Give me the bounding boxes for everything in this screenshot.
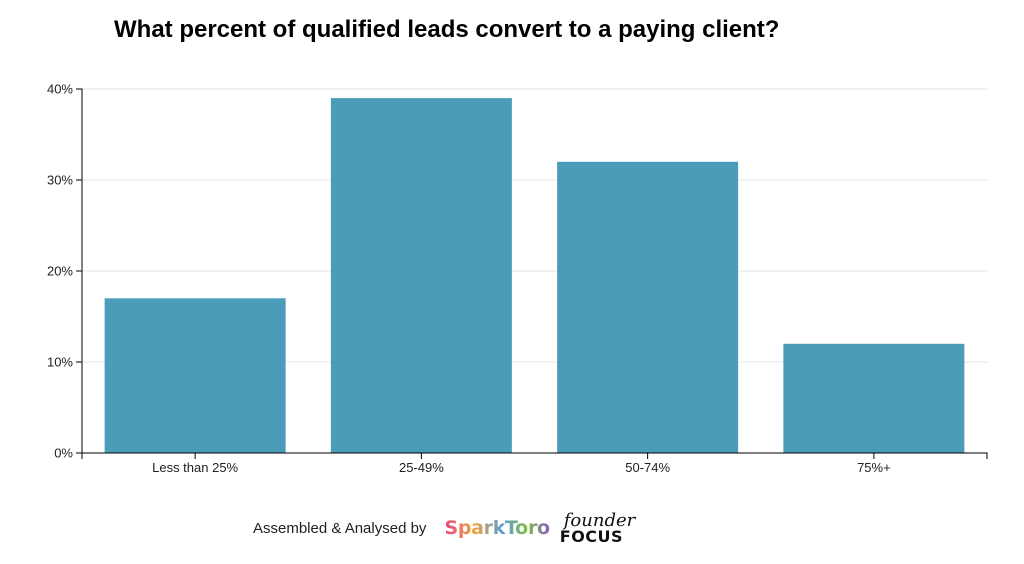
x-tick-label: 75%+: [857, 460, 891, 475]
y-tick-label: 40%: [47, 82, 73, 97]
y-tick-label: 0%: [54, 446, 73, 461]
footer-credits: Assembled & Analysed by SparkToro founde…: [253, 508, 635, 548]
bars: [104, 98, 965, 454]
x-tick-label: 50-74%: [625, 460, 670, 475]
tick-labels: 0% 10% 20% 30% 40% Less than 25% 25-49% 50-74% 7…: [47, 82, 891, 476]
y-tick-label: 10%: [47, 355, 73, 370]
x-tick-label: 25-49%: [399, 460, 444, 475]
bar-chart: 0% 10% 20% 30% 40% Less than 25% 25-49% 50-74% 7…: [47, 82, 988, 476]
chart-title: What percent of qualified leads convert …: [114, 16, 780, 43]
bar: [783, 343, 965, 453]
founder-logo-top: founder: [563, 509, 636, 531]
x-axis: [81, 452, 988, 459]
axes: [76, 88, 988, 459]
credit-text: Assembled & Analysed by: [253, 519, 427, 537]
bar: [330, 98, 512, 453]
sparktoro-logo: SparkToro: [444, 517, 550, 539]
y-tick-label: 30%: [47, 173, 73, 188]
founder-focus-logo: founder FOCUS: [559, 509, 636, 546]
x-tick-label: Less than 25%: [152, 460, 238, 475]
founder-logo-bottom: FOCUS: [559, 526, 624, 546]
bar: [104, 298, 286, 453]
bar: [557, 161, 739, 454]
y-axis: [76, 88, 83, 454]
y-tick-label: 20%: [47, 264, 73, 279]
